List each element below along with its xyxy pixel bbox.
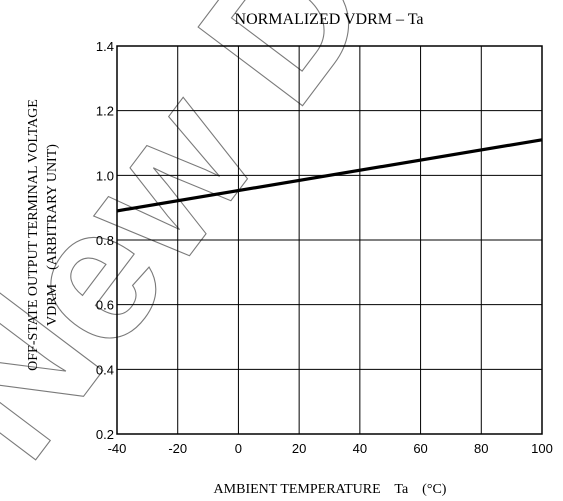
x-tick-label: -40 (108, 441, 127, 456)
y-tick-label: 1.0 (96, 168, 114, 183)
x-tick-label: 60 (413, 441, 427, 456)
series (116, 138, 543, 213)
x-tick-label: 40 (353, 441, 367, 456)
y-tick-labels: 0.2 0.4 0.6 0.8 1.0 1.2 1.4 (96, 39, 114, 442)
y-tick-label: 1.4 (96, 39, 114, 54)
y-tick-label: 1.2 (96, 104, 114, 119)
y-tick-label: 0.4 (96, 362, 114, 377)
chart-title: NORMALIZED VDRM – Ta (235, 11, 424, 28)
x-tick-label: 80 (474, 441, 488, 456)
series-line (116, 138, 543, 213)
x-tick-label: -20 (168, 441, 187, 456)
x-axis-label: AMBIENT TEMPERATURE Ta (°C) (214, 482, 447, 497)
x-tick-label: 100 (531, 441, 553, 456)
x-tick-labels: -40 -20 0 20 40 60 80 100 (108, 441, 553, 456)
x-tick-label: 0 (235, 441, 242, 456)
y-axis-label-line2: VDRM (ARBITRARY UNIT) (45, 144, 60, 326)
x-tick-label: 20 (292, 441, 306, 456)
y-tick-label: 0.2 (96, 427, 114, 442)
y-tick-label: 0.6 (96, 298, 114, 313)
y-axis-label-line1: OFF-STATE OUTPUT TERMINAL VOLTAGE (26, 99, 41, 371)
y-tick-label: 0.8 (96, 233, 114, 248)
plot-frame (116, 45, 543, 435)
